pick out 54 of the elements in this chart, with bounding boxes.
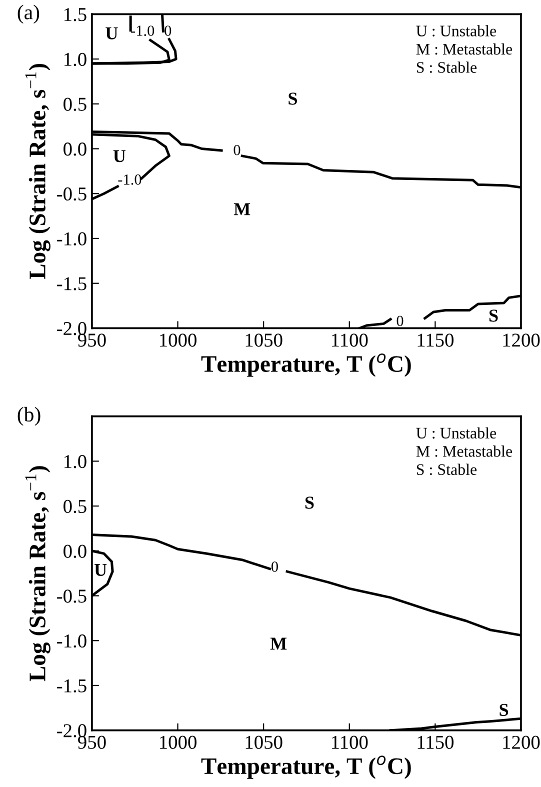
x-tick-label: 1200 xyxy=(503,334,540,347)
annotation: S xyxy=(500,704,508,716)
chart-title: (a) xyxy=(18,4,40,24)
annotation: U xyxy=(106,27,118,40)
x-tick-label: 1100 xyxy=(332,334,368,347)
annotation: U xyxy=(113,150,126,162)
y-tick-label: 1.5 xyxy=(64,8,86,22)
annotation: S xyxy=(489,310,498,322)
annotation: 0 xyxy=(234,144,240,156)
y-axis-title: Log (Strain Rate, s$^{−1}$) xyxy=(25,64,50,280)
x-tick-label: 1150 xyxy=(418,334,454,347)
x-tick-label: 1000 xyxy=(160,334,196,347)
annotation: U xyxy=(94,564,107,576)
y-tick-label: -1.5 xyxy=(57,277,86,290)
y-tick-label: -1.0 xyxy=(57,634,86,648)
annotation: 0 xyxy=(164,26,172,36)
y-axis-title: Log (Strain Rate, s$^{−1}$) xyxy=(25,466,50,682)
x-tick-label: 950 xyxy=(78,736,106,749)
annotation: S xyxy=(288,92,298,105)
chart-title: (b) xyxy=(18,406,40,426)
y-tick-label: 0.5 xyxy=(64,98,86,111)
y-tick-label: -0.5 xyxy=(57,187,86,201)
annotation: M xyxy=(270,638,287,650)
annotation: 0 xyxy=(271,562,278,572)
y-tick-label: -1.0 xyxy=(57,232,86,246)
y-tick-label: 0.5 xyxy=(64,500,86,514)
annotation: -1.0 xyxy=(118,174,142,185)
x-tick-label: 1100 xyxy=(332,736,368,749)
x-tick-label: 1150 xyxy=(418,736,454,749)
x-tick-label: 1050 xyxy=(246,736,282,749)
x-tick-label: 1000 xyxy=(160,736,196,749)
annotation: S xyxy=(305,496,314,509)
annotation: -1.0 xyxy=(131,26,154,36)
x-tick-label: 1200 xyxy=(503,736,540,749)
y-tick-label: -2.0 xyxy=(57,724,86,738)
annotation: U : Unstable xyxy=(416,25,496,36)
annotation: M : Metastable xyxy=(416,446,512,457)
y-tick-label: -0.5 xyxy=(57,590,86,603)
annotation: M xyxy=(234,203,250,216)
y-tick-label: -1.5 xyxy=(57,679,86,692)
annotation: S : Stable xyxy=(416,62,477,73)
y-tick-label: -2.0 xyxy=(57,322,86,336)
annotation: U : Unstable xyxy=(416,427,496,439)
y-tick-label: 0.0 xyxy=(64,544,86,558)
x-tick-label: 1050 xyxy=(246,334,282,347)
y-tick-label: 1.0 xyxy=(64,52,86,66)
y-tick-label: 0.0 xyxy=(64,142,86,156)
annotation: 0 xyxy=(396,316,404,326)
y-tick-label: 1.0 xyxy=(64,455,86,468)
x-tick-label: 950 xyxy=(78,334,106,347)
x-axis-title: Temperature, T ($^{o}$C) xyxy=(201,756,411,779)
annotation: S : Stable xyxy=(416,464,477,476)
annotation: M : Metastable xyxy=(416,43,512,55)
x-axis-title: Temperature, T ($^{o}$C) xyxy=(201,353,411,377)
